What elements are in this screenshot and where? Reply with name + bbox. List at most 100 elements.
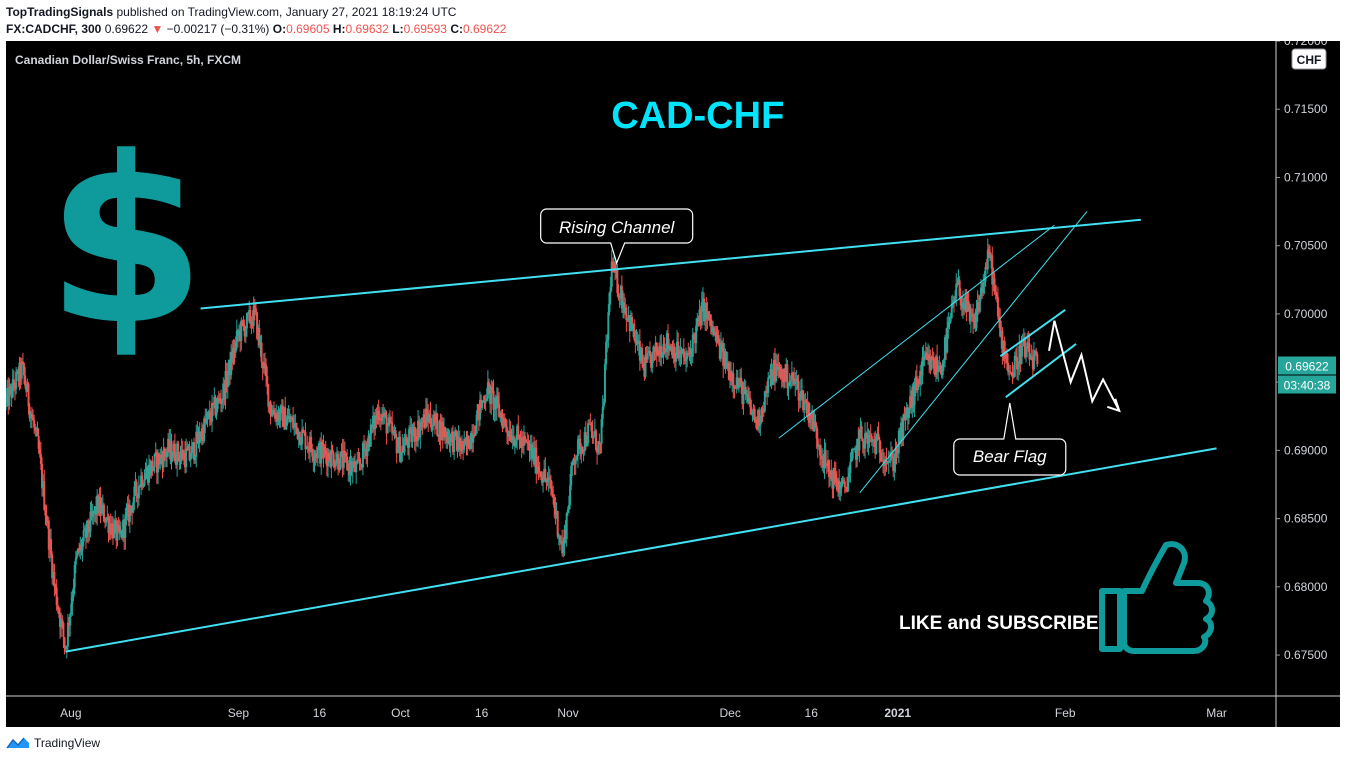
candle-body xyxy=(580,447,583,455)
candle-body xyxy=(89,511,92,532)
candle-body xyxy=(491,386,494,391)
candle-body xyxy=(616,269,619,294)
candle-body xyxy=(184,452,187,468)
candle-body xyxy=(642,363,645,367)
candle-body xyxy=(114,520,117,524)
candle-body xyxy=(914,376,917,385)
candle-body xyxy=(418,420,421,437)
candle-body xyxy=(476,404,479,415)
candle-body xyxy=(421,422,424,424)
candle-body xyxy=(781,369,784,383)
candle-body xyxy=(197,431,200,444)
tradingview-footer[interactable]: TradingView xyxy=(6,736,100,750)
author-name[interactable]: TopTradingSignals xyxy=(6,5,114,19)
candle-body xyxy=(59,614,62,627)
y-tick-label: 0.68500 xyxy=(1284,512,1328,526)
candle-body xyxy=(669,345,672,351)
candle-body xyxy=(195,431,198,457)
candle-body xyxy=(334,461,337,467)
candle-body xyxy=(414,436,417,442)
candle-body xyxy=(599,443,602,445)
candle-body xyxy=(173,443,176,462)
candle-body xyxy=(328,452,331,461)
candle-body xyxy=(298,431,301,445)
candle-body xyxy=(127,504,130,522)
candle-body xyxy=(160,454,163,458)
candle-body xyxy=(194,456,197,460)
candle-body xyxy=(533,447,536,465)
candle-body xyxy=(363,443,366,452)
candle-body xyxy=(735,377,738,388)
candle-body xyxy=(682,348,685,358)
candle-body xyxy=(565,513,568,539)
candle-body xyxy=(793,377,796,385)
candle-body xyxy=(1032,353,1035,370)
candle-body xyxy=(578,438,581,440)
candle-body xyxy=(731,373,734,382)
candle-body xyxy=(518,434,521,441)
candle-body xyxy=(27,383,30,407)
candle-body xyxy=(647,350,650,353)
candle-body xyxy=(776,363,779,366)
candle-body xyxy=(438,420,441,437)
candle-body xyxy=(741,382,744,405)
candle-body xyxy=(55,587,58,606)
candle-body xyxy=(982,282,985,293)
candle-body xyxy=(393,430,396,432)
candle-body xyxy=(19,362,22,379)
candle-body xyxy=(573,458,576,465)
candle-body xyxy=(560,541,563,543)
candle-body xyxy=(66,622,69,647)
candle-body xyxy=(24,375,27,386)
candle-body xyxy=(562,543,565,554)
candle-body xyxy=(641,348,644,364)
candle-body xyxy=(260,342,263,362)
candle-body xyxy=(506,427,509,433)
candle-body xyxy=(536,467,539,474)
high-label: H: xyxy=(332,22,346,36)
candle-body xyxy=(386,425,389,434)
candle-body xyxy=(191,442,194,446)
candle-body xyxy=(208,411,211,419)
candle-body xyxy=(780,369,783,379)
candle-body xyxy=(531,447,534,459)
candle-body xyxy=(430,424,433,431)
candle-body xyxy=(486,382,489,399)
ohlc-line: FX:CADCHF, 300 0.69622 ▼ −0.00217 (−0.31… xyxy=(6,22,506,36)
candle-body xyxy=(442,427,445,438)
candle-body xyxy=(28,406,31,419)
candle-body xyxy=(852,449,855,451)
candle-body xyxy=(718,342,721,359)
candle-body xyxy=(88,531,91,533)
candle-body xyxy=(894,448,897,464)
candle-body xyxy=(230,352,233,376)
candle-body xyxy=(274,413,277,419)
publish-info: TopTradingSignals published on TradingVi… xyxy=(6,5,456,19)
candle-body xyxy=(330,449,333,467)
candle-body xyxy=(812,410,815,431)
candle-body xyxy=(920,371,923,376)
candle-body xyxy=(554,507,557,515)
candle-body xyxy=(785,364,788,382)
candle-body xyxy=(883,461,886,466)
candle-body xyxy=(535,447,538,474)
candle-body xyxy=(198,431,201,442)
candle-body xyxy=(956,283,959,285)
candle-body xyxy=(676,341,679,357)
candle-body xyxy=(723,351,726,366)
candle-body xyxy=(903,414,906,420)
candle-body xyxy=(728,371,731,380)
candle-body xyxy=(498,403,501,417)
candle-body xyxy=(463,439,466,450)
candle-body xyxy=(46,520,49,524)
chart-svg[interactable]: 0.720000.715000.710000.705000.700000.695… xyxy=(6,41,1340,727)
chart-pane[interactable]: 0.720000.715000.710000.705000.700000.695… xyxy=(6,41,1340,727)
candle-body xyxy=(136,493,139,499)
candle-body xyxy=(1022,339,1025,346)
candle-body xyxy=(777,365,780,371)
candle-body xyxy=(1029,356,1032,360)
projection-arrowhead xyxy=(1106,398,1121,413)
candle-body xyxy=(285,423,288,430)
candle-body xyxy=(11,379,14,398)
candle-body xyxy=(543,469,546,481)
